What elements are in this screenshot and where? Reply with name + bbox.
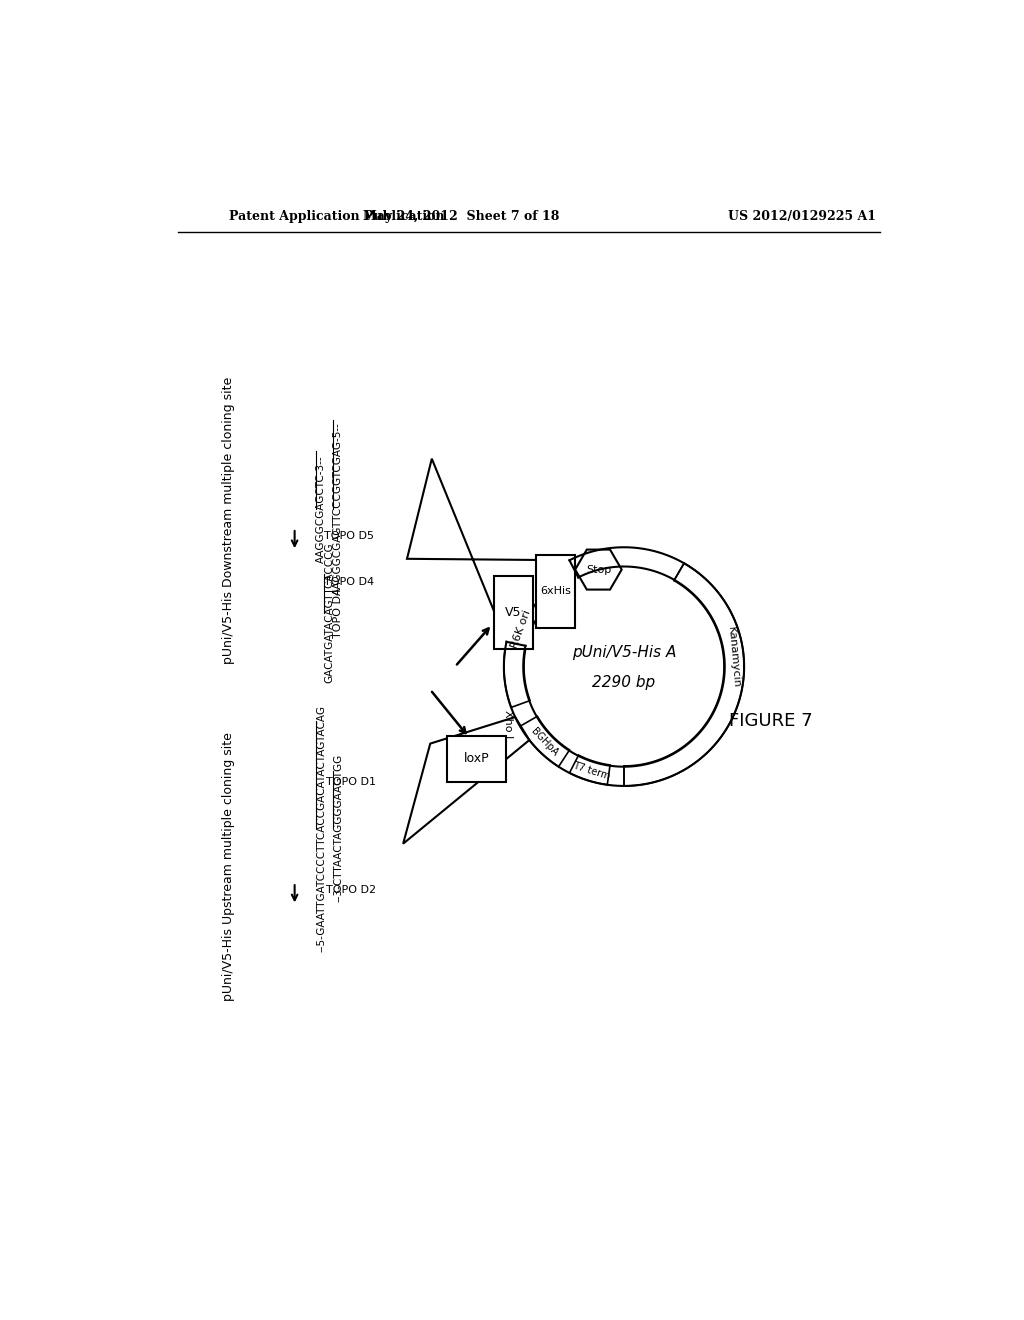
Text: AAGGGCGAGCTC-3--: AAGGGCGAGCTC-3--: [316, 455, 327, 562]
Text: V5: V5: [505, 606, 521, 619]
Text: TOPO D4: TOPO D4: [334, 587, 343, 638]
Text: FIGURE 7: FIGURE 7: [729, 711, 813, 730]
FancyBboxPatch shape: [447, 737, 506, 781]
Text: --5-GAATTGATCCCCTTCACCGACATACTAGTACAG: --5-GAATTGATCCCCTTCACCGACATACTAGTACAG: [316, 705, 327, 952]
Text: pUni/V5-His A: pUni/V5-His A: [571, 645, 676, 660]
Text: May 24, 2012  Sheet 7 of 18: May 24, 2012 Sheet 7 of 18: [364, 210, 559, 223]
Text: loxP: loxP: [464, 752, 489, 766]
Polygon shape: [403, 717, 529, 843]
Polygon shape: [569, 755, 610, 785]
Text: --3-CTTAACTAGGGGAAGTGG: --3-CTTAACTAGGGGAAGTGG: [334, 754, 343, 903]
Text: BGHpA: BGHpA: [528, 726, 560, 758]
Text: Xho I: Xho I: [503, 710, 513, 738]
Text: TOPO D4: TOPO D4: [324, 577, 374, 587]
Text: T7 term: T7 term: [571, 760, 610, 781]
Polygon shape: [520, 717, 569, 767]
Text: 6xHis: 6xHis: [541, 586, 571, 597]
Text: pUni/V5-His Downstream multiple cloning site: pUni/V5-His Downstream multiple cloning …: [222, 376, 236, 664]
Text: Stop: Stop: [586, 565, 611, 574]
Text: AAGGGCGAGTTCCCGGTCGAG-5--: AAGGGCGAGTTCCCGGTCGAG-5--: [334, 422, 343, 595]
Polygon shape: [407, 459, 569, 642]
Polygon shape: [504, 564, 574, 708]
Text: Patent Application Publication: Patent Application Publication: [228, 210, 444, 223]
Text: US 2012/0129225 A1: US 2012/0129225 A1: [728, 210, 877, 223]
Text: R6K ori: R6K ori: [509, 609, 532, 649]
Text: TOPO D2: TOPO D2: [326, 884, 376, 895]
Text: TOPO D5: TOPO D5: [324, 531, 374, 541]
Text: pUni/V5-His Upstream multiple cloning site: pUni/V5-His Upstream multiple cloning si…: [222, 733, 236, 1002]
Polygon shape: [624, 564, 744, 785]
Text: 2290 bp: 2290 bp: [593, 675, 655, 689]
FancyBboxPatch shape: [537, 554, 575, 628]
Text: Kanamycin: Kanamycin: [726, 626, 741, 688]
Text: TOPO D1: TOPO D1: [326, 777, 376, 787]
Text: GACATGATACAGTTCACCCG: GACATGATACAGTTCACCCG: [324, 543, 334, 682]
FancyBboxPatch shape: [494, 576, 532, 649]
